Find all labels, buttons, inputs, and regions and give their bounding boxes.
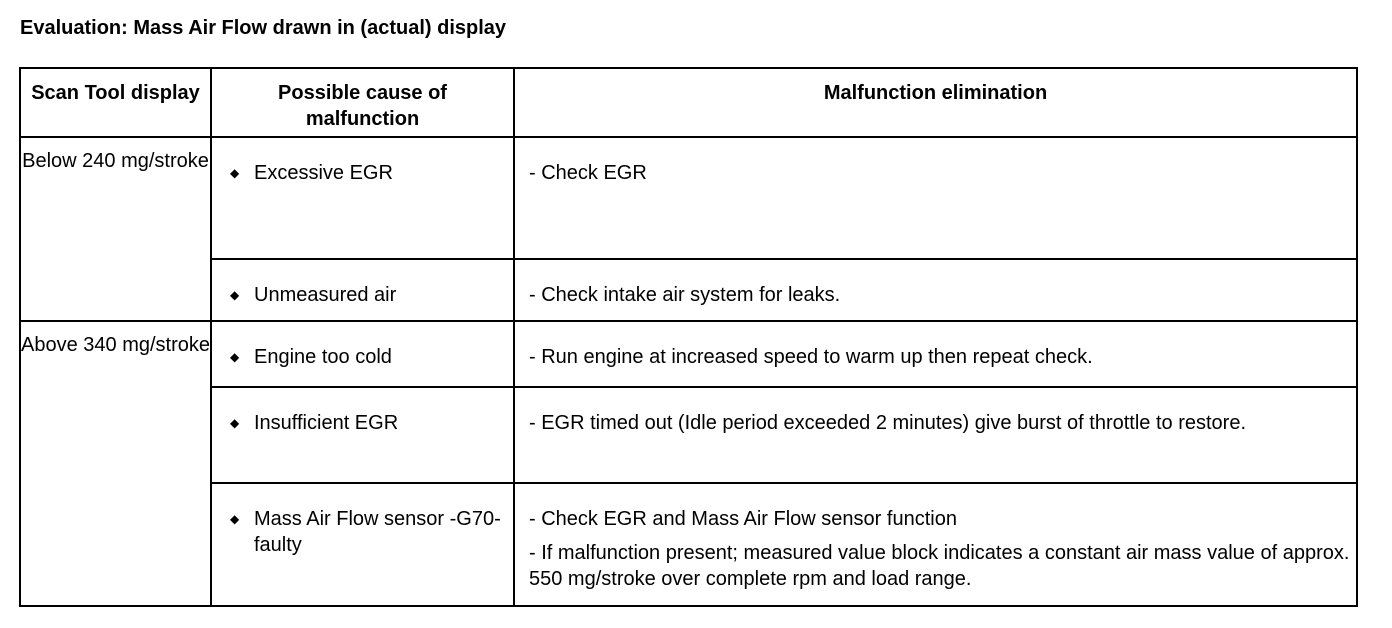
cause-cell: ◆ Unmeasured air <box>210 258 515 322</box>
elimination-cell: - EGR timed out (Idle period exceeded 2 … <box>513 386 1358 484</box>
elimination-cell: - Check intake air system for leaks. <box>513 258 1358 322</box>
page-title: Evaluation: Mass Air Flow drawn in (actu… <box>20 17 507 39</box>
diamond-bullet-icon: ◆ <box>230 512 240 526</box>
cause-text: Unmeasured air <box>254 284 397 306</box>
header-scan-tool-display: Scan Tool display <box>19 67 212 138</box>
table-row: ◆ Mass Air Flow sensor -G70- faulty - Chec… <box>20 482 1358 607</box>
elimination-cell: - Check EGR and Mass Air Flow sensor fun… <box>513 482 1358 607</box>
diamond-bullet-icon: ◆ <box>230 350 240 364</box>
cause-cell: ◆ Mass Air Flow sensor -G70- faulty <box>210 482 515 607</box>
cause-cell: ◆ Excessive EGR <box>210 136 515 260</box>
elimination-text: - If malfunction present; measured value… <box>529 542 1350 590</box>
diamond-bullet-icon: ◆ <box>230 166 240 180</box>
table-row: Below 240 mg/stroke ◆ Excessive EGR - Check… <box>19 136 1358 322</box>
cause-text: Engine too cold <box>254 346 392 368</box>
table-header-row: Scan Tool display Possible cause of malf… <box>19 67 1358 138</box>
cause-text: Excessive EGR <box>254 162 393 184</box>
cause-cell: ◆ Insufficient EGR <box>210 386 515 484</box>
elimination-text: - Check EGR <box>529 162 647 184</box>
cause-text: Mass Air Flow sensor -G70- faulty <box>254 508 501 556</box>
elimination-cell: - Run engine at increased speed to warm … <box>513 320 1358 388</box>
diamond-bullet-icon: ◆ <box>230 288 240 302</box>
diamond-bullet-icon: ◆ <box>230 416 240 430</box>
scan-tool-display-cell: Below 240 mg/stroke <box>19 136 212 322</box>
table-row: ◆ Insufficient EGR - EGR timed out (Idle p… <box>20 386 1358 484</box>
cause-text: Insufficient EGR <box>254 412 399 434</box>
header-malfunction-elimination: Malfunction elimination <box>513 67 1358 138</box>
elimination-cell: - Check EGR <box>513 136 1358 260</box>
elimination-text: - Check EGR and Mass Air Flow sensor fun… <box>529 508 957 530</box>
header-possible-cause: Possible cause of malfunction <box>210 67 515 138</box>
table-row: Above 340 mg/stroke ◆ Engine too cold - Run… <box>19 320 1358 607</box>
table-row: ◆ Unmeasured air - Check intake air system… <box>20 258 1358 322</box>
cause-cell: ◆ Engine too cold <box>210 320 515 388</box>
elimination-text: - Run engine at increased speed to warm … <box>529 346 1093 368</box>
elimination-text: - Check intake air system for leaks. <box>529 284 841 306</box>
scan-tool-display-cell: Above 340 mg/stroke <box>19 320 212 607</box>
evaluation-table: Scan Tool display Possible cause of malf… <box>19 67 1358 607</box>
elimination-text: - EGR timed out (Idle period exceeded 2 … <box>529 412 1247 434</box>
